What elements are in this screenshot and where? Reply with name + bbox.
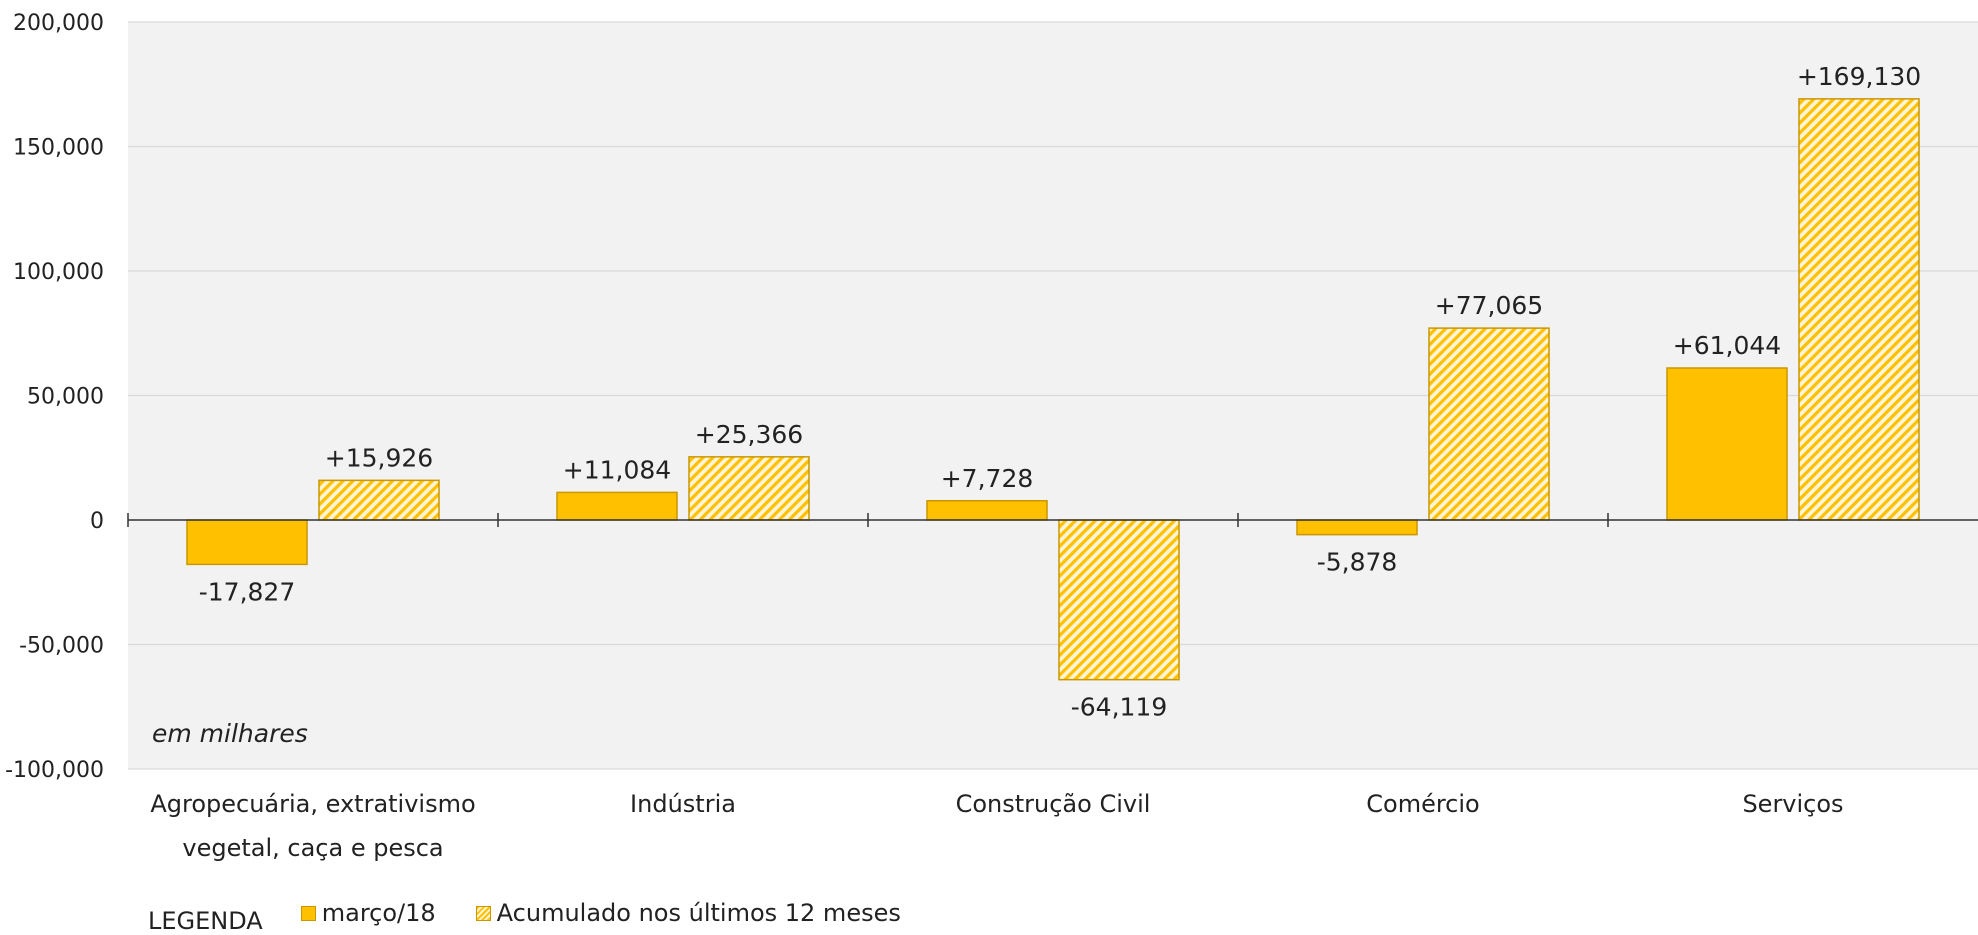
category-label: Agropecuária, extrativismo vegetal, caça … [150,790,475,862]
data-label: -5,878 [1317,548,1398,577]
zero-axis [127,513,1978,527]
y-tick-label: 50,000 [27,385,104,410]
category-label: Comércio [1366,790,1479,818]
data-label: +25,366 [695,420,803,449]
legend-label-accumulated: Acumulado nos últimos 12 meses [496,899,901,927]
data-label: +15,926 [325,443,433,472]
data-label: +11,084 [563,455,671,484]
bar [186,519,308,566]
category-label: Indústria [630,790,736,818]
bar [1058,519,1180,681]
y-tick-label: -50,000 [19,634,104,659]
data-label: +77,065 [1435,291,1543,320]
data-label: -17,827 [199,577,296,606]
bar [926,500,1048,521]
y-axis-tick-labels: 200,000 150,000 100,000 50,000 0 -50,000 -100,… [5,11,104,783]
legend-title: LEGENDA [148,907,263,935]
bar [1296,519,1418,536]
y-tick-label: -100,000 [5,758,104,783]
bar-chart: 200,000 150,000 100,000 50,000 0 -50,000 -100,… [5,11,1978,862]
gridlines [128,21,1978,770]
bar [1666,367,1788,521]
legend-item-accumulated: Acumulado nos últimos 12 meses [475,899,901,927]
legend-label-march: março/18 [321,899,436,927]
legend-swatch-hatched [475,905,491,921]
y-tick-label: 0 [90,509,104,534]
category-label: Serviços [1742,790,1843,818]
data-label: +61,044 [1673,331,1781,360]
category-labels: Agropecuária, extrativismo vegetal, caça … [150,790,1843,862]
legend: LEGENDA março/18 Acumulado nos últimos 1… [148,896,941,935]
data-label: -64,119 [1071,693,1168,722]
data-label: +169,130 [1797,62,1921,91]
bar [1798,98,1920,521]
y-tick-label: 150,000 [13,136,104,161]
category-label: Construção Civil [956,790,1151,818]
bar [688,456,810,521]
legend-swatch-solid [300,905,316,921]
bars: -17,827 +15,926 +11,084 +25,366 +7,728 -64,11… [186,62,1921,722]
bar [1428,327,1550,521]
units-note: em milhares [152,719,308,748]
bar [318,479,440,521]
bar [556,491,678,521]
y-tick-label: 100,000 [13,260,104,285]
data-label: +7,728 [941,464,1034,493]
legend-item-march: março/18 [300,899,436,927]
y-tick-label: 200,000 [13,11,104,36]
